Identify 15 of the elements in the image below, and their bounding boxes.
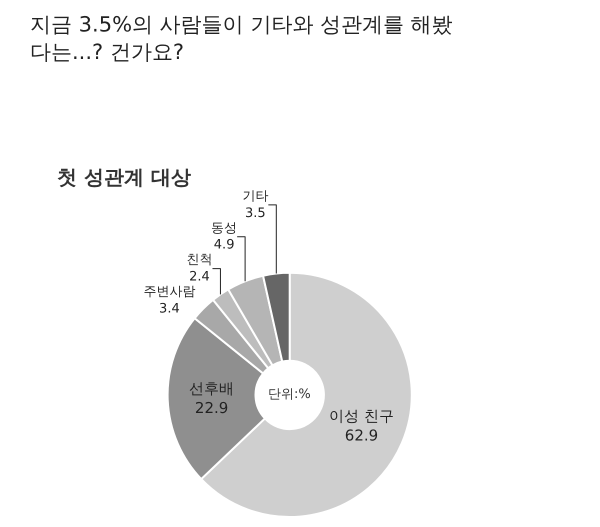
chart-title: 지금 3.5%의 사람들이 기타와 성관계를 해봤 다는...? 건가요? — [30, 12, 453, 64]
data-label: 62.9 — [344, 426, 378, 444]
text: 단위:% — [268, 387, 311, 402]
slice-label: 이성 친구 — [329, 406, 394, 425]
chart-subtitle: 첫 성관계 대상 — [57, 165, 191, 189]
data-label: 4.9 — [214, 238, 234, 253]
data-label: 22.9 — [194, 398, 228, 417]
slice-label: 친척 — [186, 252, 212, 268]
data-label: 3.4 — [159, 302, 180, 317]
data-label: 3.5 — [244, 206, 266, 221]
slice-label: 기타 — [242, 188, 268, 204]
slice-label: 동성 — [211, 220, 238, 236]
slice-label: 선후배 — [189, 379, 234, 398]
data-label: 2.4 — [189, 270, 210, 285]
slice-label: 주변사람 — [143, 284, 196, 300]
